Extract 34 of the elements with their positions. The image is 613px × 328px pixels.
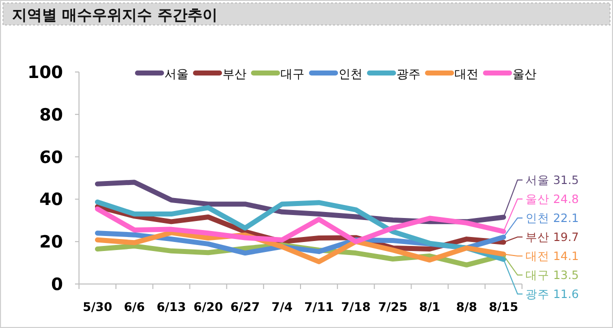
legend-label: 인천 xyxy=(338,67,362,81)
x-tick-label: 8/15 xyxy=(488,300,518,314)
text: 광주 11.6 xyxy=(526,287,579,301)
x-tick-label: 8/1 xyxy=(419,300,440,314)
text: 대구 13.5 xyxy=(526,268,579,282)
x-tick-label: 7/4 xyxy=(271,300,293,314)
title-bar: 지역별 매수우위지수 주간추이 xyxy=(2,2,610,26)
y-tick-label: 0 xyxy=(51,275,64,295)
x-tick-label: 8/8 xyxy=(456,300,478,314)
y-tick-label: 60 xyxy=(39,148,64,168)
x-tick-label: 6/27 xyxy=(230,300,260,314)
legend-label: 대구 xyxy=(280,67,304,81)
y-tick-label: 80 xyxy=(39,105,64,126)
x-tick-label: 7/25 xyxy=(378,300,408,314)
legend-label: 부산 xyxy=(222,67,246,81)
text: 인천 22.1 xyxy=(526,211,579,225)
y-tick-label: 20 xyxy=(39,232,64,253)
legend-label: 광주 xyxy=(396,67,420,81)
text: 울산 24.8 xyxy=(526,192,579,206)
x-tick-label: 6/13 xyxy=(156,300,186,314)
legend-label: 대전 xyxy=(454,67,478,81)
x-tick-label: 5/30 xyxy=(82,300,112,314)
x-tick-label: 6/20 xyxy=(193,300,223,314)
legend-label: 서울 xyxy=(164,67,188,81)
y-tick-label: 40 xyxy=(39,190,64,210)
x-tick-label: 7/11 xyxy=(304,300,334,314)
legend-label: 울산 xyxy=(512,67,536,81)
text: 서울 31.5 xyxy=(526,173,579,187)
chart-title: 지역별 매수우위지수 주간추이 xyxy=(12,6,218,24)
text: 대전 14.1 xyxy=(526,249,579,263)
x-tick-label: 6/6 xyxy=(124,300,145,314)
text: 부산 19.7 xyxy=(526,230,579,244)
y-tick-label: 100 xyxy=(28,63,64,83)
x-tick-label: 7/18 xyxy=(341,300,371,314)
